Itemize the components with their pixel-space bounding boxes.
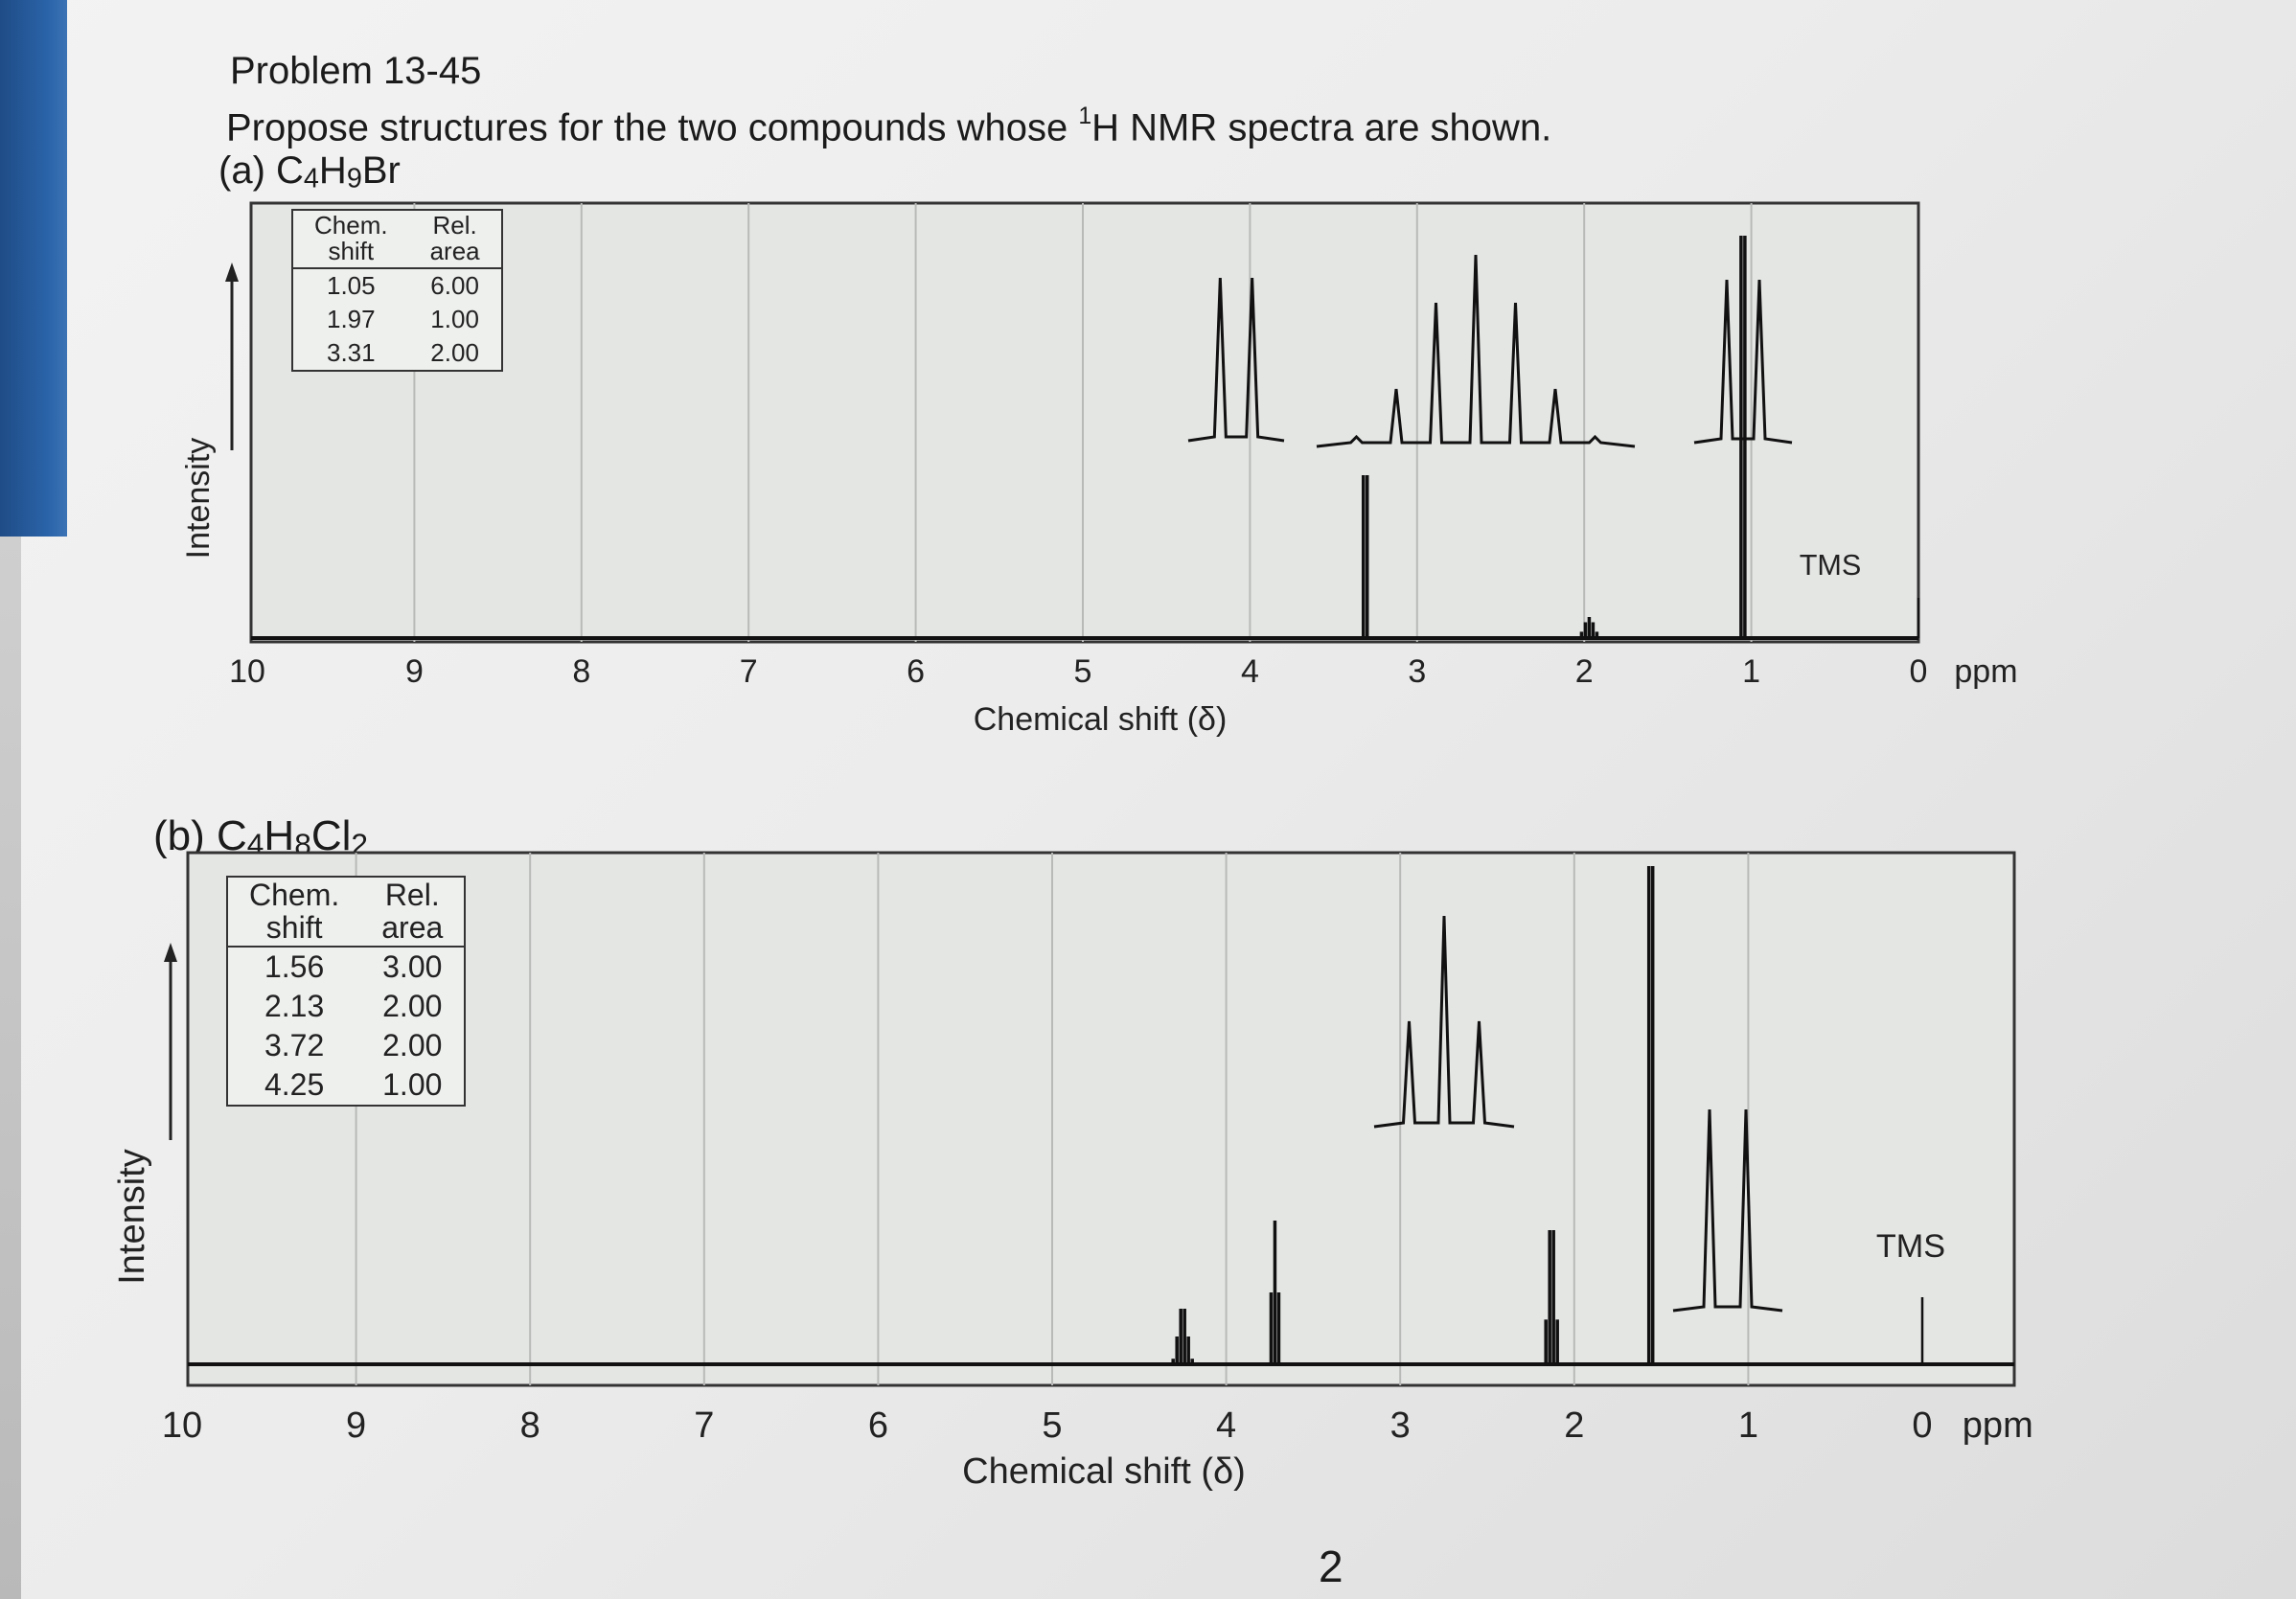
x-tick-label: 4	[1216, 1405, 1236, 1446]
page-edge-shadow	[0, 537, 21, 1599]
chem-shift-cell: 2.13	[264, 989, 325, 1024]
expanded-multiplet-inset	[1373, 915, 1515, 1129]
expanded-multiplet-inset	[1316, 254, 1636, 448]
prompt-isotope-superscript: 1	[1078, 103, 1092, 129]
header-line: area	[381, 909, 444, 945]
x-tick-label: 9	[346, 1405, 366, 1446]
chem-shift-cell: 4.25	[264, 1067, 325, 1103]
rel-area-cell: 2.00	[382, 989, 443, 1024]
y-axis-arrow-head	[164, 943, 177, 962]
x-tick-label: 1	[1742, 653, 1760, 690]
peak-table-a: Chem. shift Rel. area 1.05 6.00 1.97 1.00 3.31…	[291, 209, 503, 372]
col-header-chem-shift: Chem. shift	[292, 210, 409, 269]
table-row: 1.05 6.00	[292, 268, 502, 303]
x-tick-label: 4	[1241, 653, 1259, 690]
rel-area-cell: 6.00	[430, 270, 479, 300]
table-row: 3.31 2.00	[292, 336, 502, 371]
x-tick-label: 9	[405, 653, 424, 690]
formula-element: C	[276, 149, 304, 192]
header-line: shift	[265, 909, 323, 945]
x-tick-label: 0	[1910, 653, 1928, 690]
table-row: 2.13 2.00	[227, 987, 465, 1026]
y-axis-arrow-head	[225, 263, 239, 282]
peak-table-b: Chem. shift Rel. area 1.56 3.00 2.13 2.00 3.72…	[226, 876, 467, 1108]
x-tick-label: 5	[1074, 653, 1092, 690]
header-line: Rel.	[384, 878, 440, 912]
prompt-text-end: H NMR spectra are shown.	[1091, 106, 1552, 149]
rel-area-cell: 1.00	[382, 1067, 443, 1103]
x-tick-label: 3	[1408, 653, 1426, 690]
formula-element: H	[318, 149, 347, 192]
y-axis-title: Intensity	[112, 1149, 152, 1285]
table-row: 1.97 1.00	[292, 303, 502, 336]
x-unit-label: ppm	[1963, 1405, 2033, 1446]
x-axis-title: Chemical shift (δ)	[974, 701, 1228, 738]
part-a-formula: C4H9Br	[276, 149, 401, 194]
problem-prompt: Propose structures for the two compounds…	[226, 103, 1551, 149]
x-axis-title: Chemical shift (δ)	[962, 1451, 1246, 1492]
plot-area	[249, 201, 1920, 644]
header-line: shift	[328, 237, 375, 266]
x-tick-label: 3	[1390, 1405, 1411, 1446]
problem-number: Problem 13-45	[230, 50, 482, 92]
formula-element: Br	[361, 149, 401, 192]
x-tick-label: 8	[572, 653, 590, 690]
x-tick-label: 6	[868, 1405, 888, 1446]
formula-subscript: 9	[346, 163, 362, 194]
expanded-multiplet-inset	[1187, 277, 1285, 443]
chem-shift-cell: 1.97	[326, 304, 376, 333]
col-header-rel-area: Rel. area	[360, 877, 466, 948]
prompt-text-start: Propose structures for the two compounds…	[226, 106, 1079, 149]
rel-area-cell: 2.00	[382, 1028, 443, 1063]
x-tick-label: 8	[520, 1405, 540, 1446]
x-tick-label: 7	[694, 1405, 714, 1446]
page-number: 2	[1319, 1542, 1343, 1591]
x-tick-label: 2	[1575, 653, 1594, 690]
book-edge	[0, 0, 67, 537]
x-tick-label: 10	[162, 1405, 202, 1446]
col-header-rel-area: Rel. area	[408, 210, 502, 269]
rel-area-cell: 3.00	[382, 949, 443, 985]
chem-shift-cell: 3.72	[264, 1028, 325, 1063]
rel-area-cell: 1.00	[430, 304, 479, 333]
col-header-chem-shift: Chem. shift	[227, 877, 361, 948]
header-line: area	[429, 237, 480, 266]
table-row: 3.72 2.00	[227, 1026, 465, 1065]
x-tick-label: 6	[907, 653, 925, 690]
formula-subscript: 4	[303, 163, 319, 194]
table-row: 1.56 3.00	[227, 947, 465, 987]
part-a-title: (a) C4H9Br	[218, 149, 401, 194]
x-tick-label: 7	[740, 653, 758, 690]
header-line: Rel.	[432, 211, 477, 240]
table-row: 4.25 1.00	[227, 1065, 465, 1106]
x-tick-label: 2	[1564, 1405, 1584, 1446]
tms-label: TMS	[1800, 549, 1862, 582]
x-tick-label: 5	[1042, 1405, 1062, 1446]
expanded-multiplet-inset	[1693, 279, 1793, 445]
x-unit-label: ppm	[1954, 653, 2017, 690]
x-tick-label: 0	[1912, 1405, 1932, 1446]
y-axis-title: Intensity	[180, 438, 217, 560]
header-line: Chem.	[314, 211, 388, 240]
tms-label: TMS	[1876, 1228, 1945, 1265]
expanded-multiplet-inset	[1672, 1108, 1783, 1313]
chem-shift-cell: 1.56	[264, 949, 325, 985]
rel-area-cell: 2.00	[430, 337, 479, 367]
x-tick-label: 1	[1738, 1405, 1758, 1446]
header-line: Chem.	[249, 878, 340, 912]
x-tick-label: 10	[229, 653, 265, 690]
chem-shift-cell: 1.05	[326, 270, 376, 300]
part-a-label: (a)	[218, 149, 265, 192]
chem-shift-cell: 3.31	[326, 337, 376, 367]
